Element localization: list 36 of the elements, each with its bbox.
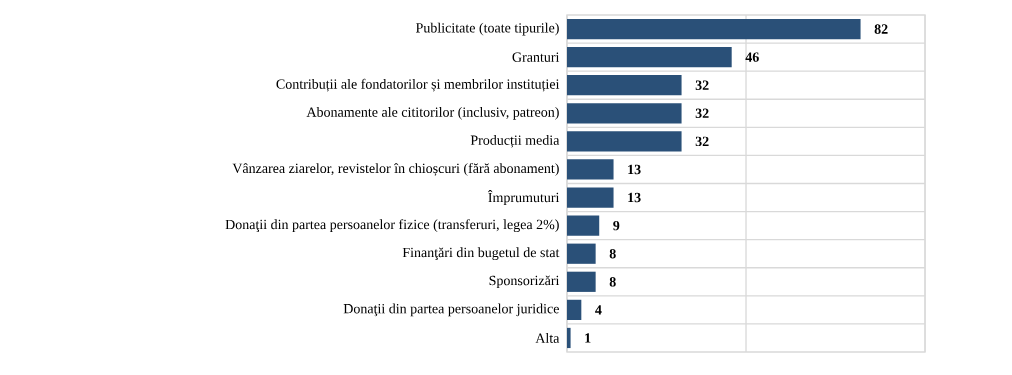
bar: [567, 299, 582, 320]
data-label: 32: [695, 80, 709, 90]
y-tick-label: Publicitate (toate tipurile): [415, 22, 559, 36]
data-label: 13: [628, 164, 641, 175]
bar: [567, 327, 571, 349]
y-tick-label: Producții media: [470, 135, 560, 148]
data-label: 82: [874, 24, 888, 34]
bar: [567, 187, 614, 208]
bar: [567, 103, 682, 124]
y-tick-label: Vânzarea ziarelor, revistelor în chioșcuri (fără abonament): [232, 163, 559, 176]
y-tick-label: Alta: [535, 333, 560, 343]
bar: [567, 243, 596, 264]
data-label: 1: [585, 333, 591, 343]
bar: [567, 18, 861, 40]
y-tick-label: Donaţii din partea persoanelor juridice: [343, 303, 559, 317]
data-label: 8: [609, 277, 616, 287]
y-tick-label: Abonamente ale cititorilor (inclusiv, patreon): [306, 106, 559, 120]
data-label: 32: [695, 108, 709, 119]
data-label: 46: [745, 52, 759, 62]
y-tick-label: Granturi: [512, 52, 560, 62]
y-tick-label: Donaţii din partea persoanelor fizice (transferuri, legea 2%): [225, 219, 559, 233]
data-label: 9: [613, 220, 620, 231]
data-label: 4: [595, 305, 602, 315]
y-tick-label: Sponsorizări: [489, 275, 560, 289]
y-tick-label: Împrumuturi: [487, 190, 560, 206]
y-tick-label: Contribuții ale fondatorilor și membrilor instituției: [276, 78, 560, 92]
data-label: 8: [609, 248, 616, 259]
data-label: 13: [628, 192, 641, 203]
bar: [567, 159, 614, 180]
bar: [567, 75, 682, 96]
data-label: 32: [695, 136, 709, 147]
bar: [567, 215, 600, 236]
bar: [567, 131, 682, 152]
bar: [567, 271, 596, 292]
y-tick-label: Finanţări din bugetul de stat: [402, 247, 560, 261]
bar: [567, 47, 732, 68]
